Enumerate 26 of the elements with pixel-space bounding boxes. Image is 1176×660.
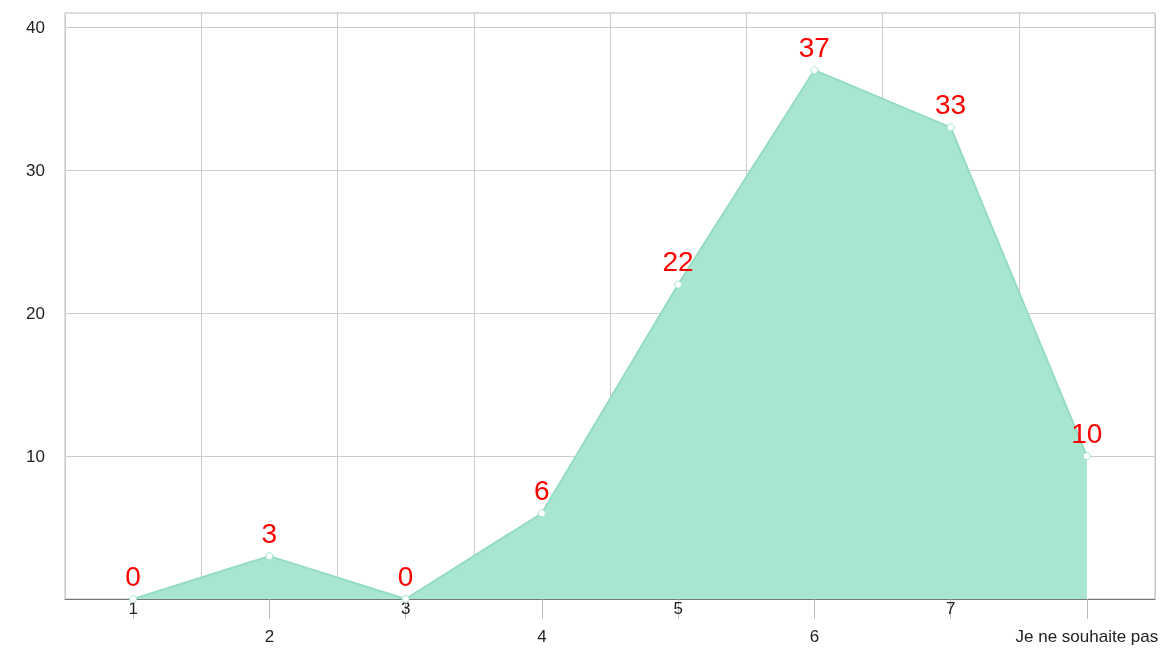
y-tick-label: 10 [26,446,45,466]
point [537,509,546,518]
x-tick-label: 6 [809,626,820,646]
x-tick-label: 3 [400,598,411,618]
point [265,552,274,561]
data-label: 3 [261,517,278,549]
data-label: 0 [125,560,141,592]
point [946,123,955,132]
x-tick-label: 2 [264,626,275,646]
x-tick-label: 5 [673,598,683,618]
point [674,280,683,289]
y-tick-label: 20 [26,303,45,323]
data-label: 22 [662,246,694,278]
x-tick-label: Je ne souhaite pas [1015,626,1159,646]
y-tick-label: 40 [26,17,45,37]
data-label: 10 [1071,417,1103,449]
x-tick-label: 1 [128,598,138,618]
point [1082,452,1091,461]
data-label: 6 [534,474,550,506]
x-tick-label: 4 [537,626,547,646]
data-label: 0 [397,560,414,592]
point [810,66,819,75]
x-tick-label: 7 [945,598,956,618]
data-label: 33 [935,88,967,120]
y-tick-label: 30 [26,160,45,180]
data-label: 37 [798,31,830,63]
